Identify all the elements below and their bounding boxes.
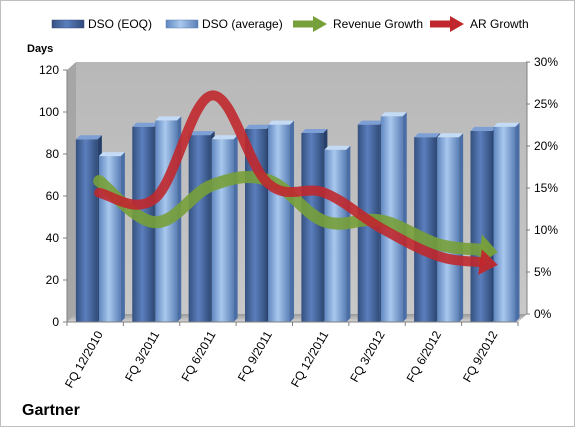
bar-side	[290, 120, 295, 322]
bar-dso-eoq	[75, 135, 102, 322]
x-tick-label: FQ 6/2011	[179, 328, 219, 384]
legend-item-ar-growth: AR Growth	[430, 16, 529, 32]
bar-top	[188, 131, 215, 136]
legend-item-dso-average-: DSO (average)	[165, 17, 283, 31]
y-tick-label: 40	[46, 231, 60, 245]
bar-dso-eoq	[188, 131, 215, 322]
bar-top	[493, 122, 520, 127]
bar-face	[470, 130, 493, 322]
legend-swatch-arrow	[313, 16, 327, 32]
y-tick-label: 0	[52, 315, 59, 329]
y2-tick-label: 10%	[534, 223, 558, 237]
x-tick-label: FQ 6/2012	[404, 328, 445, 384]
bar-top	[470, 126, 497, 131]
bar-face	[414, 137, 437, 322]
bar-face	[437, 137, 460, 322]
y-axis-title: Days	[27, 43, 53, 55]
bar-dso-average	[324, 145, 351, 322]
bar-top	[357, 120, 384, 125]
bar-dso-eoq	[470, 126, 497, 323]
y-tick-label: 80	[46, 147, 60, 161]
bar-layer	[75, 112, 520, 323]
bar-face	[301, 133, 324, 322]
legend-item-dso-eoq-: DSO (EOQ)	[51, 17, 152, 31]
y-tick-label: 100	[39, 105, 59, 119]
bar-top	[211, 135, 238, 140]
x-tick-label: FQ 12/2011	[288, 328, 332, 389]
legend-swatch	[51, 19, 85, 29]
bar-side	[515, 122, 520, 322]
y-axis-right: 0% 5% 10% 15% 20% 25% 30%	[526, 55, 558, 321]
legend-label: Revenue Growth	[333, 17, 423, 31]
bar-face	[493, 126, 516, 322]
legend-swatch-arrow	[450, 16, 464, 32]
ar-growth-line	[94, 90, 485, 268]
x-tick-label: FQ 3/2011	[122, 328, 162, 384]
y-tick-label: 60	[46, 189, 60, 203]
bar-top	[75, 135, 102, 140]
x-tick-label: FQ 12/2010	[62, 328, 106, 390]
bar-dso-eoq	[414, 133, 441, 322]
bar-face	[268, 124, 291, 322]
bar-top	[155, 116, 182, 121]
y2-tick-label: 5%	[534, 265, 552, 279]
x-tick-label: FQ 3/2012	[347, 328, 388, 384]
growth-lines-layer	[93, 90, 498, 276]
y-axis-left: 0 20 40 60 80 100 120	[39, 63, 67, 329]
company-label: Gartner	[22, 402, 80, 419]
y2-tick-label: 0%	[534, 307, 552, 321]
legend-label: AR Growth	[470, 17, 529, 31]
bar-top	[414, 133, 441, 138]
bar-side	[459, 133, 464, 322]
y2-tick-label: 25%	[534, 97, 558, 111]
bar-side	[120, 152, 125, 322]
y2-tick-label: 20%	[534, 139, 558, 153]
bar-side	[346, 145, 351, 322]
bar-dso-average	[268, 120, 295, 322]
bar-top	[245, 124, 272, 129]
x-tick-label: FQ 9/2011	[235, 328, 275, 384]
legend-label: DSO (EOQ)	[88, 17, 152, 31]
y-tick-label: 20	[46, 273, 60, 287]
ar-growth-arrowhead	[478, 249, 498, 276]
bar-top	[324, 145, 351, 150]
y-tick-label: 120	[39, 63, 59, 77]
bar-face	[211, 139, 234, 322]
plot-side-wall	[67, 62, 76, 322]
y2-tick-label: 15%	[534, 181, 558, 195]
bar-top	[268, 120, 295, 125]
x-axis: FQ 12/2010 FQ 3/2011 FQ 6/2011 FQ 9/2011 FQ …	[62, 322, 519, 390]
bar-top	[301, 129, 328, 133]
bar-top	[437, 133, 464, 138]
legend-label: DSO (average)	[202, 17, 283, 31]
bar-face	[324, 149, 347, 322]
bar-side	[402, 112, 407, 322]
bar-top	[380, 112, 407, 117]
bar-top	[98, 152, 125, 157]
bar-dso-average	[211, 135, 238, 322]
legend-swatch	[165, 19, 199, 29]
bar-face	[188, 135, 211, 322]
bar-dso-average	[437, 133, 464, 322]
legend: DSO (EOQ) DSO (average) Revenue Growth AR G…	[51, 16, 529, 32]
bar-dso-average	[493, 122, 520, 322]
legend-item-revenue-growth: Revenue Growth	[293, 16, 423, 32]
bar-side	[233, 135, 238, 322]
plot-floor	[67, 314, 527, 322]
bar-top	[132, 122, 159, 127]
y2-tick-label: 30%	[534, 55, 558, 69]
bar-face	[75, 139, 98, 322]
x-tick-label: FQ 9/2012	[460, 328, 501, 384]
